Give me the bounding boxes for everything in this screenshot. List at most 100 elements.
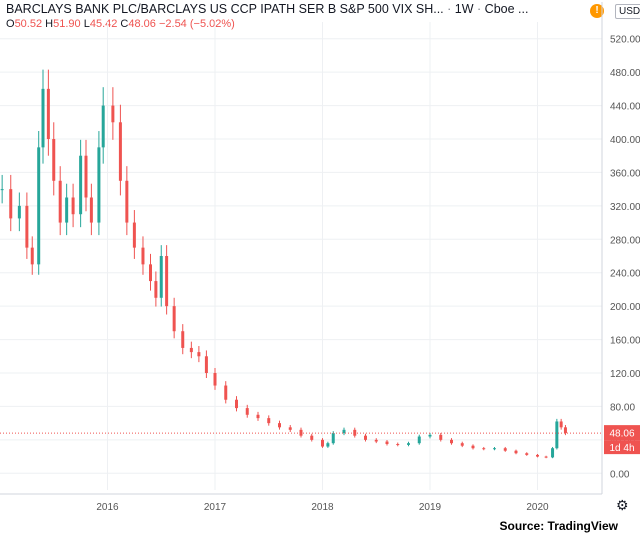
symbol-name[interactable]: BARCLAYS BANK PLC/BARCLAYS US CCP IPATH … [6, 2, 444, 16]
candle-body [101, 105, 105, 148]
candle-body [256, 414, 260, 419]
candle-body [41, 88, 45, 148]
candle-body [310, 435, 314, 440]
settings-gear-icon[interactable]: ⚙ [616, 497, 629, 513]
candle-body [428, 434, 432, 437]
y-tick-label: 440.00 [610, 102, 640, 113]
y-tick-label: 360.00 [610, 168, 640, 179]
candle-body [141, 247, 145, 265]
candle-body [149, 264, 152, 282]
candle-body [460, 443, 464, 446]
x-tick-label: 2019 [419, 502, 442, 513]
source-caption: Source: TradingView [499, 519, 618, 533]
candle-body [89, 197, 93, 223]
candle-body [503, 448, 507, 451]
more-label[interactable]: ... [518, 2, 529, 16]
candle-body [0, 189, 4, 191]
y-tick-label: 160.00 [610, 336, 640, 347]
y-tick-label: 200.00 [610, 302, 640, 313]
candle-body [79, 155, 83, 215]
candle-body [213, 373, 217, 386]
candle-body [471, 445, 475, 449]
candle-body [37, 147, 41, 265]
candle-body [374, 439, 378, 442]
x-tick-label: 2020 [526, 502, 549, 513]
last-price-tag [604, 425, 640, 441]
candle-body [125, 180, 129, 223]
candle-body [396, 444, 400, 446]
y-tick-label: 320.00 [610, 202, 640, 213]
y-tick-label: 520.00 [610, 35, 640, 46]
candle-body [563, 427, 567, 434]
change-value: −2.54 (−5.02%) [158, 18, 235, 30]
y-tick-label: 240.00 [610, 269, 640, 280]
warning-icon[interactable]: ! [590, 4, 604, 18]
candle-body [321, 439, 324, 447]
low-value: 45.42 [89, 18, 118, 30]
candle-body [118, 122, 122, 181]
close-value: 48.06 [128, 18, 156, 30]
candle-body [417, 436, 421, 444]
countdown-label: 1d 4h [609, 443, 634, 454]
candle-body [65, 197, 69, 223]
y-tick-label: 80.00 [610, 402, 635, 413]
candle-body [385, 441, 389, 445]
candle-body [331, 433, 335, 444]
y-tick-label: 280.00 [610, 235, 640, 246]
candle-body [326, 443, 330, 447]
interval-label[interactable]: 1W [454, 2, 474, 16]
candle-body [84, 155, 88, 198]
countdown-tag [604, 440, 640, 455]
candle-body [555, 421, 559, 449]
candle-body [514, 450, 518, 454]
candle-body [197, 352, 201, 357]
candle-body [407, 443, 410, 445]
candle-body [9, 189, 13, 219]
candle-body [245, 408, 249, 415]
candle-body [30, 247, 34, 265]
candle-body [17, 205, 21, 219]
candle-body [97, 147, 101, 223]
candle-body [493, 448, 496, 450]
y-tick-label: 0.00 [610, 469, 630, 480]
candle-body [159, 256, 163, 298]
candle-body [439, 434, 443, 440]
candle-body [181, 331, 185, 348]
candle-body [111, 105, 115, 123]
candle-body [450, 439, 453, 444]
open-value: 50.52 [14, 18, 43, 30]
candle-body [235, 399, 238, 409]
symbol-title[interactable]: BARCLAYS BANK PLC/BARCLAYS US CCP IPATH … [6, 2, 529, 16]
y-tick-label: 480.00 [610, 68, 640, 79]
last-price-label: 48.06 [609, 429, 634, 440]
candle-body [189, 347, 193, 353]
candle-body [165, 256, 169, 307]
candle-body [52, 139, 56, 181]
ohlc-readout: O50.52 H51.90 L45.42 C48.06 −2.54 (−5.02… [6, 18, 235, 30]
currency-button[interactable]: USD [615, 4, 640, 19]
candle-body [224, 385, 228, 400]
candle-body [536, 454, 539, 457]
candle-body [525, 453, 529, 455]
y-tick-label: 120.00 [610, 369, 640, 380]
candle-body [544, 456, 548, 458]
candle-body [559, 421, 563, 428]
candle-body [551, 448, 555, 458]
candle-body [25, 205, 29, 248]
candle-body [58, 180, 62, 223]
exchange-label: Cboe [484, 2, 515, 16]
x-tick-label: 2017 [204, 502, 227, 513]
candle-body [267, 418, 271, 424]
candle-body [278, 423, 281, 428]
candle-body [342, 429, 346, 434]
x-tick-label: 2016 [96, 502, 119, 513]
candle-body [46, 88, 50, 139]
x-tick-label: 2018 [311, 502, 334, 513]
candle-body [288, 427, 292, 430]
candle-body [154, 281, 158, 298]
candle-body [204, 356, 208, 373]
high-value: 51.90 [53, 18, 81, 30]
chart-header: BARCLAYS BANK PLC/BARCLAYS US CCP IPATH … [6, 2, 640, 36]
candle-body [364, 435, 367, 440]
